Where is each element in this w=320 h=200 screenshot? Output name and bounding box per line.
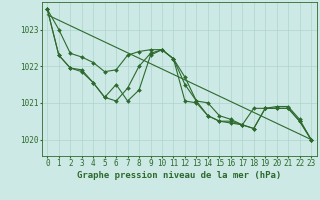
- X-axis label: Graphe pression niveau de la mer (hPa): Graphe pression niveau de la mer (hPa): [77, 171, 281, 180]
